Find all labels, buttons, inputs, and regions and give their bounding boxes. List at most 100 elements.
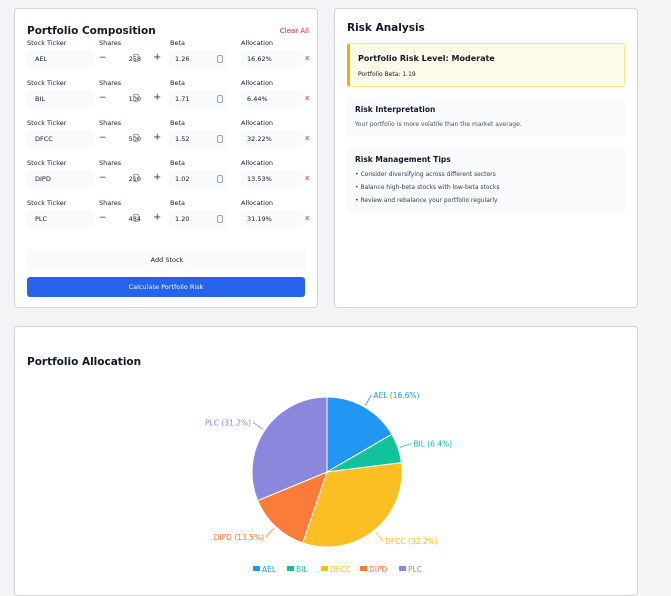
- shares-label: Shares: [99, 199, 122, 207]
- decrease-shares-button[interactable]: −: [99, 53, 107, 63]
- decrease-shares-button[interactable]: −: [99, 173, 107, 183]
- stock-row: Stock Ticker Shares Beta Allocation PLC − 484 +…: [27, 199, 310, 239]
- slice-label-line: [265, 527, 275, 538]
- beta-label: Beta: [170, 39, 185, 47]
- increase-shares-button[interactable]: +: [153, 172, 162, 183]
- ticker-value: BIL: [35, 95, 45, 103]
- decrease-shares-button[interactable]: −: [99, 213, 107, 223]
- shares-input[interactable]: 100: [128, 95, 141, 103]
- legend-item-bil[interactable]: BIL: [287, 565, 308, 574]
- legend-item-dfcc[interactable]: DFCC: [321, 565, 351, 574]
- interpretation-text: Your portfolio is more volatile than the…: [355, 121, 522, 128]
- beta-label: Beta: [170, 159, 185, 167]
- beta-input[interactable]: 1.26: [169, 50, 227, 68]
- legend-swatch: [287, 566, 294, 571]
- ticker-input[interactable]: DFCC: [27, 130, 93, 148]
- risk-level-panel: Portfolio Risk Level: Moderate Portfolio…: [347, 43, 625, 87]
- clear-all-button[interactable]: Clear All: [279, 27, 309, 35]
- allocation-field: 13.53%: [241, 170, 303, 188]
- tip-text: Balance high-beta stocks with low-beta s…: [360, 184, 500, 191]
- ticker-label: Stock Ticker: [27, 39, 67, 47]
- slice-label: PLC (31.2%): [205, 419, 251, 428]
- tip-item: • Review and rebalance your portfolio re…: [355, 197, 498, 204]
- allocation-value: 6.44%: [247, 95, 268, 103]
- shares-spinner-icon[interactable]: [133, 54, 139, 62]
- tip-text: Consider diversifying across different s…: [360, 171, 496, 178]
- ticker-label: Stock Ticker: [27, 119, 67, 127]
- remove-stock-button[interactable]: x: [305, 54, 310, 62]
- decrease-shares-button[interactable]: −: [99, 133, 107, 143]
- remove-stock-button[interactable]: x: [305, 94, 310, 102]
- ticker-input[interactable]: AEL: [27, 50, 93, 68]
- legend-item-dipd[interactable]: DIPD: [360, 565, 388, 574]
- allocation-label: Allocation: [241, 119, 274, 127]
- risk-tips-panel: Risk Management Tips • Consider diversif…: [347, 147, 625, 213]
- slice-label: BIL (6.4%): [413, 440, 452, 449]
- beta-label: Beta: [170, 199, 185, 207]
- beta-spinner-icon[interactable]: [217, 175, 223, 183]
- portfolio-beta-text: Portfolio Beta: 1.19: [358, 71, 416, 78]
- beta-spinner-icon[interactable]: [217, 135, 223, 143]
- allocation-field: 6.44%: [241, 90, 303, 108]
- allocation-title: Portfolio Allocation: [27, 356, 142, 368]
- increase-shares-button[interactable]: +: [153, 92, 162, 103]
- stock-row: Stock Ticker Shares Beta Allocation DFCC − 500…: [27, 119, 310, 159]
- beta-value: 1.71: [175, 95, 190, 103]
- legend-swatch: [360, 566, 367, 571]
- ticker-input[interactable]: PLC: [27, 210, 93, 228]
- legend-label: PLC: [408, 565, 422, 574]
- increase-shares-button[interactable]: +: [153, 212, 162, 223]
- tip-item: • Balance high-beta stocks with low-beta…: [355, 184, 500, 191]
- shares-input[interactable]: 500: [128, 135, 141, 143]
- beta-spinner-icon[interactable]: [217, 55, 223, 63]
- decrease-shares-button[interactable]: −: [99, 93, 107, 103]
- legend-item-ael[interactable]: AEL: [253, 565, 277, 574]
- shares-input[interactable]: 210: [128, 175, 141, 183]
- risk-interpretation-panel: Risk Interpretation Your portfolio is mo…: [347, 97, 625, 137]
- ticker-label: Stock Ticker: [27, 79, 67, 87]
- stock-row: Stock Ticker Shares Beta Allocation DIPD − 210…: [27, 159, 310, 199]
- ticker-input[interactable]: BIL: [27, 90, 93, 108]
- allocation-label: Allocation: [241, 199, 274, 207]
- shares-input[interactable]: 258: [128, 55, 141, 63]
- allocation-pie-chart: AEL (16.6%) BIL (6.4%) DFCC (32.2%) DIPD (1…: [205, 391, 452, 574]
- allocation-value: 13.53%: [247, 175, 272, 183]
- ticker-input[interactable]: DIPD: [27, 170, 93, 188]
- beta-label: Beta: [170, 79, 185, 87]
- allocation-label: Allocation: [241, 159, 274, 167]
- remove-stock-button[interactable]: x: [305, 134, 310, 142]
- increase-shares-button[interactable]: +: [153, 52, 162, 63]
- slice-label-line: [375, 531, 384, 542]
- calculate-risk-button[interactable]: Calculate Portfolio Risk: [27, 277, 305, 297]
- portfolio-composition-card: Portfolio Composition Clear All Stock Ti…: [14, 8, 318, 308]
- ticker-value: DFCC: [35, 135, 53, 143]
- increase-shares-button[interactable]: +: [153, 132, 162, 143]
- add-stock-button[interactable]: Add Stock: [27, 249, 307, 271]
- beta-spinner-icon[interactable]: [217, 215, 223, 223]
- shares-spinner-icon[interactable]: [133, 174, 139, 182]
- shares-input[interactable]: 484: [128, 215, 141, 223]
- legend-swatch: [399, 566, 406, 571]
- remove-stock-button[interactable]: x: [305, 174, 310, 182]
- slice-label-line: [365, 394, 372, 406]
- legend-item-plc[interactable]: PLC: [399, 565, 422, 574]
- ticker-label: Stock Ticker: [27, 159, 67, 167]
- allocation-label: Allocation: [241, 79, 274, 87]
- beta-input[interactable]: 1.71: [169, 90, 227, 108]
- shares-spinner-icon[interactable]: [133, 214, 139, 222]
- legend-swatch: [321, 566, 328, 571]
- beta-spinner-icon[interactable]: [217, 95, 223, 103]
- shares-label: Shares: [99, 159, 122, 167]
- risk-title: Risk Analysis: [347, 22, 425, 34]
- shares-spinner-icon[interactable]: [133, 94, 139, 102]
- allocation-field: 16.62%: [241, 50, 303, 68]
- portfolio-title: Portfolio Composition: [27, 25, 156, 37]
- shares-spinner-icon[interactable]: [133, 134, 139, 142]
- tips-heading: Risk Management Tips: [355, 155, 451, 164]
- beta-input[interactable]: 1.20: [169, 210, 227, 228]
- beta-input[interactable]: 1.02: [169, 170, 227, 188]
- remove-stock-button[interactable]: x: [305, 214, 310, 222]
- ticker-label: Stock Ticker: [27, 199, 67, 207]
- beta-input[interactable]: 1.52: [169, 130, 227, 148]
- allocation-label: Allocation: [241, 39, 274, 47]
